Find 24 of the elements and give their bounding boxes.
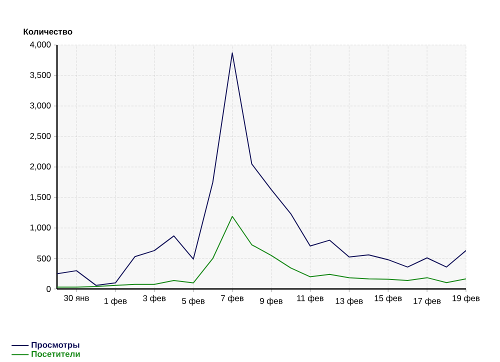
x-tick-label: 19 фев — [452, 294, 480, 303]
x-tick-label: 1 фев — [104, 298, 127, 306]
x-tick-label: 3 фев — [143, 294, 166, 303]
x-tick-label: 30 янв — [64, 294, 89, 301]
legend-label: Посетители — [32, 350, 80, 357]
x-tick-label: 7 фев — [221, 294, 244, 303]
line-series — [57, 52, 466, 286]
y-tick-label: 1,000 — [30, 224, 51, 232]
y-tick-label: 2,000 — [30, 163, 51, 170]
y-tick-label: 1,500 — [30, 194, 51, 201]
y-tick-label: 2,500 — [30, 132, 51, 140]
x-tick-label: 5 фев — [182, 298, 205, 306]
y-tick-label: 0 — [46, 286, 51, 292]
y-tick-label: 500 — [37, 255, 51, 262]
y-axis-title: Количество — [24, 28, 72, 35]
x-tick-label: 15 фев — [374, 294, 402, 303]
x-tick-label: 11 фев — [297, 294, 324, 303]
x-tick-label: 9 фев — [260, 298, 282, 306]
x-tick-label: 17 фев — [414, 298, 441, 306]
y-tick-label: 4,000 — [30, 41, 51, 48]
x-tick-label: 13 фев — [336, 298, 363, 306]
y-tick-label: 3,500 — [30, 72, 51, 79]
legend-label: Просмотры — [32, 342, 80, 350]
y-tick-label: 3,000 — [30, 102, 51, 110]
